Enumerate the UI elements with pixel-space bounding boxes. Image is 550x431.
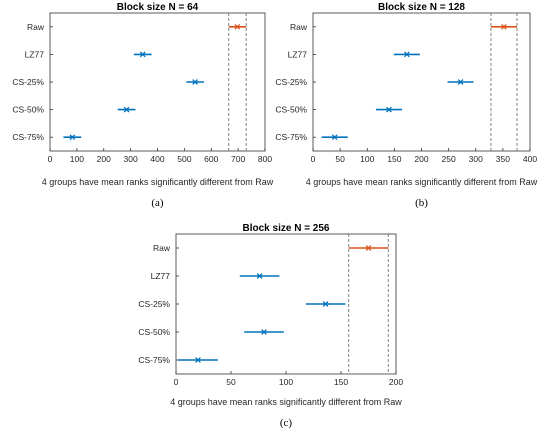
x-tick-label: 600 [204, 154, 218, 164]
x-tick-label: 300 [469, 154, 483, 164]
x-tick-label: 700 [231, 154, 245, 164]
panel-caption: (a) [151, 197, 164, 209]
x-axis-label: 4 groups have mean ranks significantly d… [42, 177, 274, 187]
x-tick-label: 400 [150, 154, 164, 164]
mean-marker [234, 23, 241, 30]
mean-marker [261, 329, 267, 335]
y-tick-label: LZ77 [288, 49, 308, 59]
y-tick-label: CS-75% [12, 132, 44, 142]
x-tick-label: 100 [279, 377, 293, 387]
y-tick-label: CS-50% [12, 105, 44, 115]
panel-caption: (c) [280, 417, 293, 429]
x-tick-label: 200 [97, 154, 111, 164]
mean-marker [139, 51, 146, 58]
x-tick-label: 0 [311, 154, 316, 164]
y-tick-label: CS-50% [275, 105, 307, 115]
x-tick-label: 0 [174, 377, 179, 387]
y-tick-label: CS-25% [275, 77, 307, 87]
y-tick-label: Raw [290, 22, 308, 32]
x-axis-label: 4 groups have mean ranks significantly d… [170, 397, 402, 407]
mean-marker [123, 106, 130, 113]
panel-2: Block size N = 128 0 50 100 150 200 250 300 350 4… [275, 2, 537, 209]
x-tick-label: 150 [334, 377, 348, 387]
chart-title: Block size N = 128 [378, 2, 465, 13]
mean-marker [69, 134, 76, 141]
mean-marker [501, 23, 507, 30]
x-tick-label: 800 [258, 154, 272, 164]
x-tick-label: 0 [48, 154, 53, 164]
y-tick-label: Raw [27, 22, 45, 32]
x-tick-label: 200 [389, 377, 403, 387]
mean-marker [331, 134, 338, 141]
mean-marker [256, 273, 263, 279]
y-tick-label: CS-75% [138, 355, 170, 365]
y-tick-label: LZ77 [151, 271, 171, 281]
plot-frame [312, 12, 531, 152]
mean-marker [403, 51, 410, 58]
panel-3: Block size N = 256 0 50 100 150 200 Raw LZ77 CS-… [138, 223, 403, 429]
y-tick-label: CS-25% [138, 299, 170, 309]
plot-frame [175, 233, 397, 375]
mean-marker [457, 79, 464, 85]
x-tick-label: 500 [177, 154, 191, 164]
mean-marker [322, 301, 329, 307]
panel-caption: (b) [415, 197, 428, 209]
panel-1: Block size N = 64 0 100 200 300 400 500 600 700 8… [12, 2, 273, 209]
mean-marker [365, 245, 372, 251]
chart-title: Block size N = 64 [117, 2, 199, 13]
x-tick-label: 50 [335, 154, 345, 164]
x-tick-label: 350 [496, 154, 510, 164]
x-axis-label: 4 groups have mean ranks significantly d… [306, 177, 538, 187]
x-tick-label: 250 [442, 154, 456, 164]
y-tick-label: CS-25% [12, 77, 44, 87]
x-tick-label: 200 [414, 154, 428, 164]
x-tick-label: 50 [226, 377, 236, 387]
y-tick-label: Raw [153, 243, 171, 253]
mean-marker [192, 79, 198, 85]
x-tick-label: 100 [360, 154, 374, 164]
mean-marker [386, 106, 392, 113]
y-tick-label: CS-75% [275, 132, 307, 142]
x-tick-label: 150 [387, 154, 401, 164]
x-tick-label: 100 [70, 154, 84, 164]
y-tick-label: LZ77 [25, 49, 45, 59]
plot-frame [49, 12, 266, 152]
chart-title: Block size N = 256 [243, 223, 330, 234]
x-tick-label: 400 [523, 154, 537, 164]
y-tick-label: CS-50% [138, 327, 170, 337]
mean-marker [195, 357, 201, 363]
x-tick-label: 300 [124, 154, 138, 164]
